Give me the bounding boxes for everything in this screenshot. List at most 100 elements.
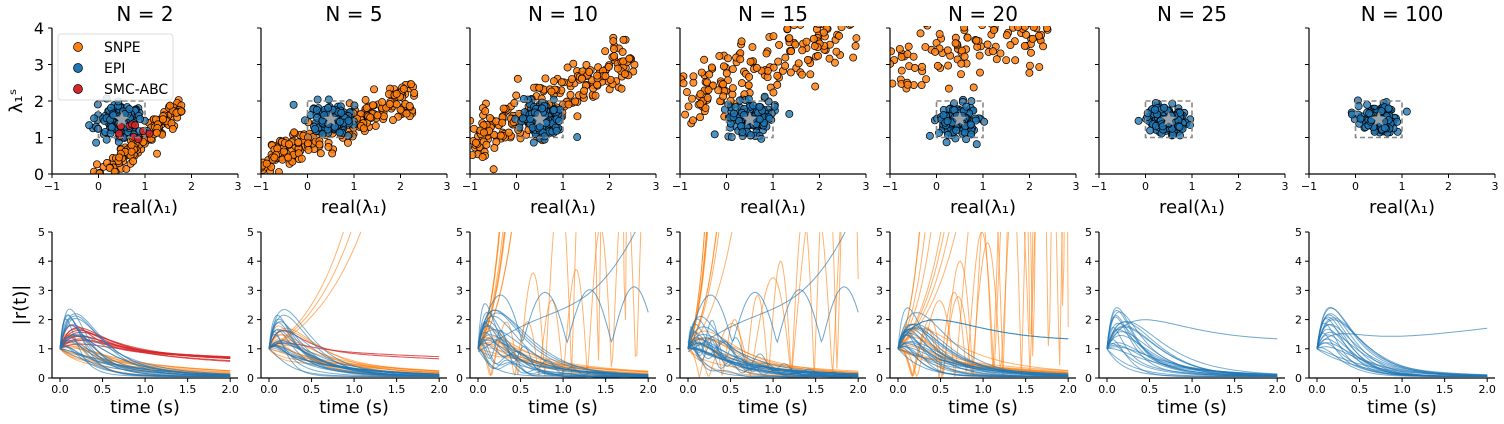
snpe-point: [1044, 9, 1051, 16]
epi-point: [549, 95, 558, 104]
snpe-point: [1029, 26, 1038, 32]
x-tick-label: 0.5: [932, 383, 950, 396]
snpe-point: [830, 58, 839, 67]
snpe-point: [719, 92, 728, 101]
snpe-point: [577, 74, 586, 83]
x-tick-label: 2.0: [1059, 383, 1077, 396]
snpe-point: [701, 103, 710, 112]
snpe-point: [604, 62, 613, 71]
snpe-trace: [897, 232, 1065, 377]
legend-label: SNPE: [104, 40, 141, 56]
snpe-point: [407, 80, 416, 89]
top-xlabel: real(λ₁): [321, 197, 387, 218]
snpe-point: [490, 143, 499, 152]
x-tick-label: 1.5: [179, 383, 197, 396]
snpe-point: [613, 64, 622, 73]
smc-abc-point: [134, 135, 143, 144]
snpe-point: [535, 83, 544, 92]
snpe-trace: [897, 232, 950, 350]
snpe-point: [168, 124, 177, 133]
epi-point: [1377, 107, 1386, 115]
snpe-point: [728, 84, 737, 92]
snpe-point: [1002, 31, 1011, 40]
epi-point: [710, 130, 719, 139]
x-tick-label: 1.0: [1393, 383, 1411, 396]
x-tick-label: −1: [44, 180, 60, 193]
epi-point: [755, 102, 764, 111]
snpe-trace: [268, 232, 352, 350]
snpe-point: [806, 70, 815, 79]
snpe-point: [617, 84, 626, 93]
epi-point: [336, 117, 344, 126]
snpe-point: [944, 61, 953, 70]
snpe-point: [1028, 34, 1037, 43]
epi-trace: [1316, 327, 1488, 350]
epi-point: [966, 120, 975, 129]
snpe-point: [696, 90, 705, 99]
snpe-point: [897, 66, 906, 75]
y-tick-label: 4: [666, 255, 673, 268]
snpe-point: [972, 36, 981, 45]
snpe-point: [609, 44, 618, 53]
trace-plot: 0.0 0.5 1.0 1.5 2.0 0 1 2 3 4 5 time (s): [456, 226, 657, 418]
epi-point: [313, 95, 322, 104]
snpe-trace: [687, 232, 733, 350]
top-xlabel: real(λ₁): [950, 197, 1016, 218]
snpe-point: [366, 113, 375, 122]
x-tick-label: 0.5: [722, 383, 740, 396]
snpe-point: [273, 144, 282, 153]
snpe-point: [410, 89, 419, 98]
snpe-point: [781, 61, 790, 70]
snpe-point: [819, 28, 828, 37]
y-tick-label: 0: [38, 372, 45, 385]
snpe-point: [368, 101, 377, 110]
epi-point: [306, 111, 315, 120]
epi-point: [1348, 110, 1356, 119]
snpe-point: [569, 59, 578, 68]
epi-point: [85, 121, 94, 130]
scatter-points: [470, 33, 639, 174]
bottom-axes: 0.0 0.5 1.0 1.5 2.0 0 1 2 3 4 5 time (s): [876, 226, 1077, 418]
snpe-point: [284, 153, 293, 162]
x-tick-label: −1: [1301, 180, 1317, 193]
top-axes: −1 0 1 2 3 real(λ₁): [1301, 27, 1499, 218]
y-tick-label: 0: [666, 372, 673, 385]
snpe-point: [903, 80, 912, 89]
epi-point: [540, 132, 549, 141]
y-tick-label: 3: [38, 284, 45, 297]
snpe-point: [571, 97, 580, 106]
legend-label: SMC-ABC: [104, 82, 168, 98]
snpe-point: [696, 113, 705, 122]
snpe-point: [619, 35, 628, 44]
epi-trace: [1106, 346, 1278, 376]
y-tick-label: 0: [456, 372, 463, 385]
snpe-point: [996, 49, 1005, 58]
snpe-point: [773, 71, 782, 80]
scatter-points: [890, 9, 1052, 149]
x-tick-label: 1.5: [1226, 383, 1244, 396]
bottom-axes: 0.0 0.5 1.0 1.5 2.0 0 1 2 3 4 5 time (s): [1085, 226, 1286, 418]
trace-plot: 0.0 0.5 1.0 1.5 2.0 0 1 2 3 4 5 time (s): [247, 226, 448, 418]
snpe-trace: [897, 232, 945, 350]
snpe-point: [796, 26, 805, 29]
bottom-xlabel: time (s): [948, 397, 1018, 418]
true-value-star: [322, 110, 340, 127]
snpe-point: [290, 128, 298, 137]
snpe-point: [402, 109, 411, 118]
x-tick-label: 2: [188, 180, 195, 193]
prior-box: [935, 100, 984, 139]
epi-trace: [477, 286, 649, 344]
snpe-point: [918, 62, 926, 71]
epi-point: [526, 114, 535, 123]
trace-lines: [1316, 306, 1488, 377]
epi-point: [939, 111, 948, 120]
x-tick-label: 1.0: [974, 383, 992, 396]
y-tick-label: 1: [1295, 343, 1302, 356]
snpe-point: [557, 78, 566, 87]
epi-trace: [268, 345, 440, 376]
snpe-point: [890, 79, 897, 88]
true-value-star: [531, 110, 549, 127]
snpe-point: [682, 88, 691, 97]
x-tick-label: 1: [770, 180, 777, 193]
snpe-point: [593, 71, 602, 80]
